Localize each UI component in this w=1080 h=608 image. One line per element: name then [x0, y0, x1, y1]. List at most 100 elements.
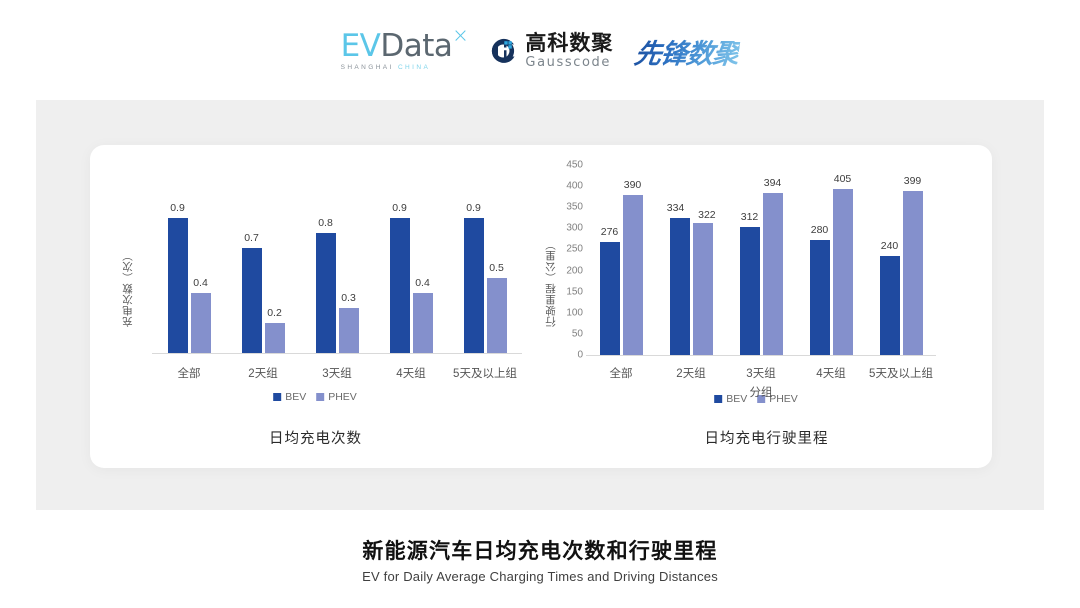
xianfeng-logo: 先锋数聚: [633, 32, 742, 71]
evdata-ev-text: EV: [340, 27, 381, 64]
legend-item-phev: PHEV: [757, 393, 798, 405]
y-axis-tick-label: 100: [566, 307, 583, 319]
x-axis-title: 分组: [749, 387, 773, 399]
bar-value-label: 0.4: [415, 277, 430, 289]
legend-label-bev: BEV: [726, 393, 748, 405]
evdata-wordmark: EVData ×: [340, 25, 469, 64]
y-axis-tick-label: 200: [566, 265, 583, 277]
chart-right-plot-area: 276 390 334 322 312 394 280 405 240 399: [586, 170, 936, 355]
x-axis-tick-label: 2天组: [676, 368, 706, 380]
y-axis-tick-label: 150: [566, 286, 583, 298]
gausscode-logo: 高科数聚 Gausscode: [488, 33, 613, 69]
chart-daily-charging-times: 充电次数（次） 0.9 0.4 0.7 0.2 0.8 0.3 0.9 0.4 0.9 0.5 B…: [90, 145, 541, 468]
bar-phev: 0.4: [412, 277, 433, 353]
bar-group: 312 394: [726, 170, 796, 355]
evdata-logo: EVData × SHANGHAI CHINA: [340, 25, 469, 72]
x-axis-tick-label: 全部: [177, 368, 201, 380]
chart-left-legend: BEV PHEV: [273, 391, 357, 403]
bar-value-label: 0.4: [193, 277, 208, 289]
legend-label-bev: BEV: [285, 391, 307, 403]
gausscode-en-name: Gausscode: [525, 55, 611, 70]
bar-group: 276 390: [586, 170, 656, 355]
bar-phev: 0.4: [190, 277, 211, 353]
evdata-cross-icon: ×: [452, 22, 469, 47]
bar-phev: 405: [832, 173, 853, 355]
bar-value-label: 334: [666, 201, 685, 214]
bar-value-label: 0.2: [267, 307, 282, 319]
legend-swatch-phev-icon: [316, 393, 325, 401]
y-axis-tick-label: 400: [566, 180, 583, 192]
y-axis-tick-label: 300: [566, 222, 583, 234]
bar-value-label: 240: [880, 240, 899, 253]
bar-group: 0.9 0.4: [152, 202, 226, 353]
chart-left-baseline: [152, 353, 522, 354]
evdata-tagline-china: CHINA: [397, 63, 431, 71]
bar-value-label: 390: [623, 178, 642, 191]
legend-item-bev: BEV: [273, 391, 306, 403]
x-axis-tick-label: 3天组: [746, 368, 776, 380]
x-axis-tick-label: 5天及以上组: [453, 368, 517, 380]
x-axis-tick-label: 5天及以上组: [869, 368, 933, 380]
bar-phev: 394: [762, 177, 783, 355]
y-axis-tick-label: 0: [577, 349, 583, 361]
chart-left-plot-area: 0.9 0.4 0.7 0.2 0.8 0.3 0.9 0.4 0.9 0.5: [152, 202, 522, 353]
evdata-data-text: Data: [380, 27, 453, 64]
bar-group: 0.9 0.4: [374, 202, 448, 353]
bar-bev: 240: [879, 240, 900, 355]
evdata-tagline: SHANGHAI CHINA: [341, 63, 431, 72]
bar-value-label: 0.3: [341, 292, 356, 304]
bar-value-label: 0.9: [466, 202, 481, 214]
legend-item-bev: BEV: [714, 393, 747, 405]
bar-bev: 0.9: [167, 202, 188, 353]
chart-right-baseline: [586, 355, 936, 356]
x-axis-tick-label: 4天组: [396, 368, 426, 380]
bar-value-label: 322: [698, 208, 716, 221]
bar-value-label: 312: [740, 210, 759, 223]
bar-value-label: 394: [763, 177, 782, 190]
y-axis-tick-label: 250: [566, 243, 583, 255]
logo-bar: EVData × SHANGHAI CHINA 高科数聚 Gausscode 先…: [0, 22, 1080, 80]
chart-left-yaxis-title: 充电次数（次）: [122, 250, 134, 327]
bar-bev: 0.9: [463, 202, 484, 353]
bar-group: 334 322: [656, 170, 726, 355]
y-axis-tick-label: 450: [566, 159, 583, 171]
y-axis-tick-label: 350: [566, 201, 583, 213]
bar-group: 0.7 0.2: [226, 203, 300, 353]
x-axis-tick-label: 2天组: [248, 368, 278, 380]
bar-bev: 0.8: [315, 217, 336, 353]
bar-value-label: 405: [833, 172, 852, 185]
chart-right-legend: BEV PHEV: [714, 393, 798, 405]
bar-bev: 312: [739, 211, 760, 355]
x-axis-tick-label: 3天组: [322, 368, 352, 380]
bar-bev: 334: [667, 202, 690, 355]
bar-bev: 0.9: [389, 202, 410, 353]
bar-value-label: 0.7: [244, 232, 259, 244]
bar-value-label: 399: [903, 174, 922, 187]
page-subtitle: EV for Daily Average Charging Times and …: [362, 569, 718, 584]
charts-card: 充电次数（次） 0.9 0.4 0.7 0.2 0.8 0.3 0.9 0.4 0.9 0.5 B…: [90, 145, 992, 468]
charts-row: 充电次数（次） 0.9 0.4 0.7 0.2 0.8 0.3 0.9 0.4 0.9 0.5 B…: [90, 145, 992, 468]
bar-phev: 0.3: [338, 292, 359, 353]
bar-group: 240 399: [866, 170, 936, 355]
gausscode-text: 高科数聚 Gausscode: [525, 31, 614, 70]
bar-group: 0.8 0.3: [300, 203, 374, 353]
legend-item-phev: PHEV: [316, 391, 357, 403]
chart-right-caption: 日均充电行驶里程: [704, 431, 829, 447]
chart-left-caption: 日均充电次数: [269, 431, 362, 447]
legend-label-phev: PHEV: [328, 391, 357, 403]
legend-label-phev: PHEV: [769, 393, 798, 405]
x-axis-tick-label: 4天组: [816, 368, 846, 380]
bar-value-label: 276: [600, 225, 619, 238]
chart-right-yaxis-ticks: 0 50 100 150 200 250 300 350 400 450: [541, 160, 583, 361]
bar-phev: 0.5: [486, 262, 507, 353]
bar-group: 0.9 0.5: [448, 202, 522, 353]
gausscode-cn-name: 高科数聚: [525, 31, 614, 55]
bar-bev: 280: [809, 224, 830, 355]
bar-bev: 276: [599, 226, 620, 355]
legend-swatch-phev-icon: [757, 395, 766, 403]
page-title: 新能源汽车日均充电次数和行驶里程: [362, 540, 718, 563]
bar-phev: 399: [902, 175, 923, 355]
bar-value-label: 0.9: [392, 202, 407, 214]
bar-value-label: 0.9: [170, 202, 185, 214]
y-axis-tick-label: 50: [571, 328, 583, 340]
